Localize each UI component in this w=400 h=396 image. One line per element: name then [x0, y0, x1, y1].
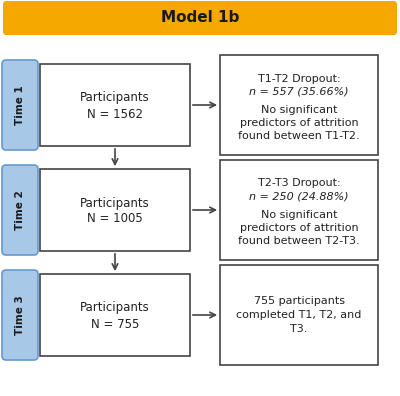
- Text: predictors of attrition: predictors of attrition: [240, 118, 358, 128]
- Text: found between T2-T3.: found between T2-T3.: [238, 236, 360, 246]
- Bar: [220, 55, 378, 155]
- FancyBboxPatch shape: [2, 60, 38, 150]
- Text: T2-T3 Dropout:: T2-T3 Dropout:: [258, 179, 340, 188]
- Text: Participants: Participants: [80, 301, 150, 314]
- Text: Time 3: Time 3: [15, 295, 25, 335]
- Text: n = 557 (35.66%): n = 557 (35.66%): [249, 86, 349, 97]
- Text: N = 755: N = 755: [91, 318, 139, 331]
- Text: N = 1562: N = 1562: [87, 107, 143, 120]
- Bar: [220, 160, 378, 260]
- Bar: [40, 64, 190, 146]
- Bar: [220, 265, 378, 365]
- Text: N = 1005: N = 1005: [87, 213, 143, 225]
- Text: No significant: No significant: [261, 105, 337, 115]
- Text: Time 1: Time 1: [15, 85, 25, 125]
- Text: Model 1b: Model 1b: [161, 11, 239, 25]
- Text: Time 2: Time 2: [15, 190, 25, 230]
- Text: 755 participants: 755 participants: [254, 296, 344, 306]
- Text: T1-T2 Dropout:: T1-T2 Dropout:: [258, 74, 340, 84]
- Text: n = 250 (24.88%): n = 250 (24.88%): [249, 192, 349, 202]
- Text: Participants: Participants: [80, 196, 150, 209]
- Bar: [40, 169, 190, 251]
- Text: T3.: T3.: [290, 324, 308, 334]
- Text: Participants: Participants: [80, 91, 150, 105]
- Text: predictors of attrition: predictors of attrition: [240, 223, 358, 233]
- Text: found between T1-T2.: found between T1-T2.: [238, 131, 360, 141]
- Bar: [40, 274, 190, 356]
- FancyBboxPatch shape: [2, 270, 38, 360]
- Text: No significant: No significant: [261, 210, 337, 220]
- FancyBboxPatch shape: [3, 1, 397, 35]
- Text: completed T1, T2, and: completed T1, T2, and: [236, 310, 362, 320]
- FancyBboxPatch shape: [2, 165, 38, 255]
